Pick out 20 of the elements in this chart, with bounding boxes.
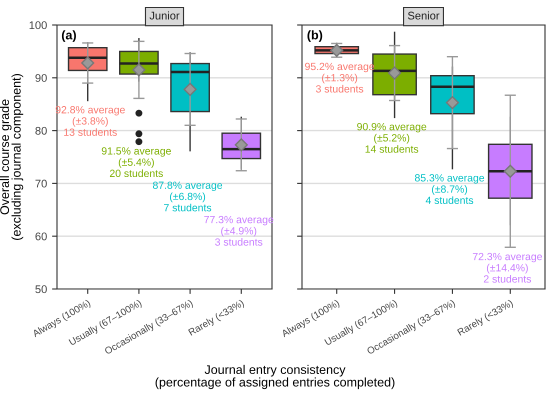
x-axis-title: Journal entry consistency (percentage of assigned entries completed) <box>156 364 394 390</box>
annotation: 91.5% average (±5.4%) 20 students <box>102 147 171 178</box>
point <box>504 164 517 178</box>
y-tick-label: 90 <box>35 74 47 82</box>
annotation: 87.8% average (±6.8%) 7 students <box>152 182 222 212</box>
y-axis-title: Overall course grade (excluding journal component) <box>0 74 24 240</box>
annotation: (b) <box>307 30 322 42</box>
y-tick-label: 50 <box>35 285 47 294</box>
y-tick-label: 60 <box>35 232 47 240</box>
point <box>132 63 146 76</box>
point <box>446 96 460 110</box>
y-tick-label: 70 <box>35 180 47 188</box>
y-tick-label: 80 <box>35 126 47 135</box>
chart-title: Junior <box>150 11 180 20</box>
y-tick-label: 100 <box>30 21 47 30</box>
chart-title: Senior <box>408 11 440 20</box>
annotation: 85.3% average (±8.7%) 4 students <box>414 174 484 204</box>
annotation: 72.3% average (±14.4%) 2 students <box>472 252 542 283</box>
annotation: (a) <box>62 30 76 42</box>
annotation: 90.9% average (±5.2%) 14 students <box>357 122 426 153</box>
